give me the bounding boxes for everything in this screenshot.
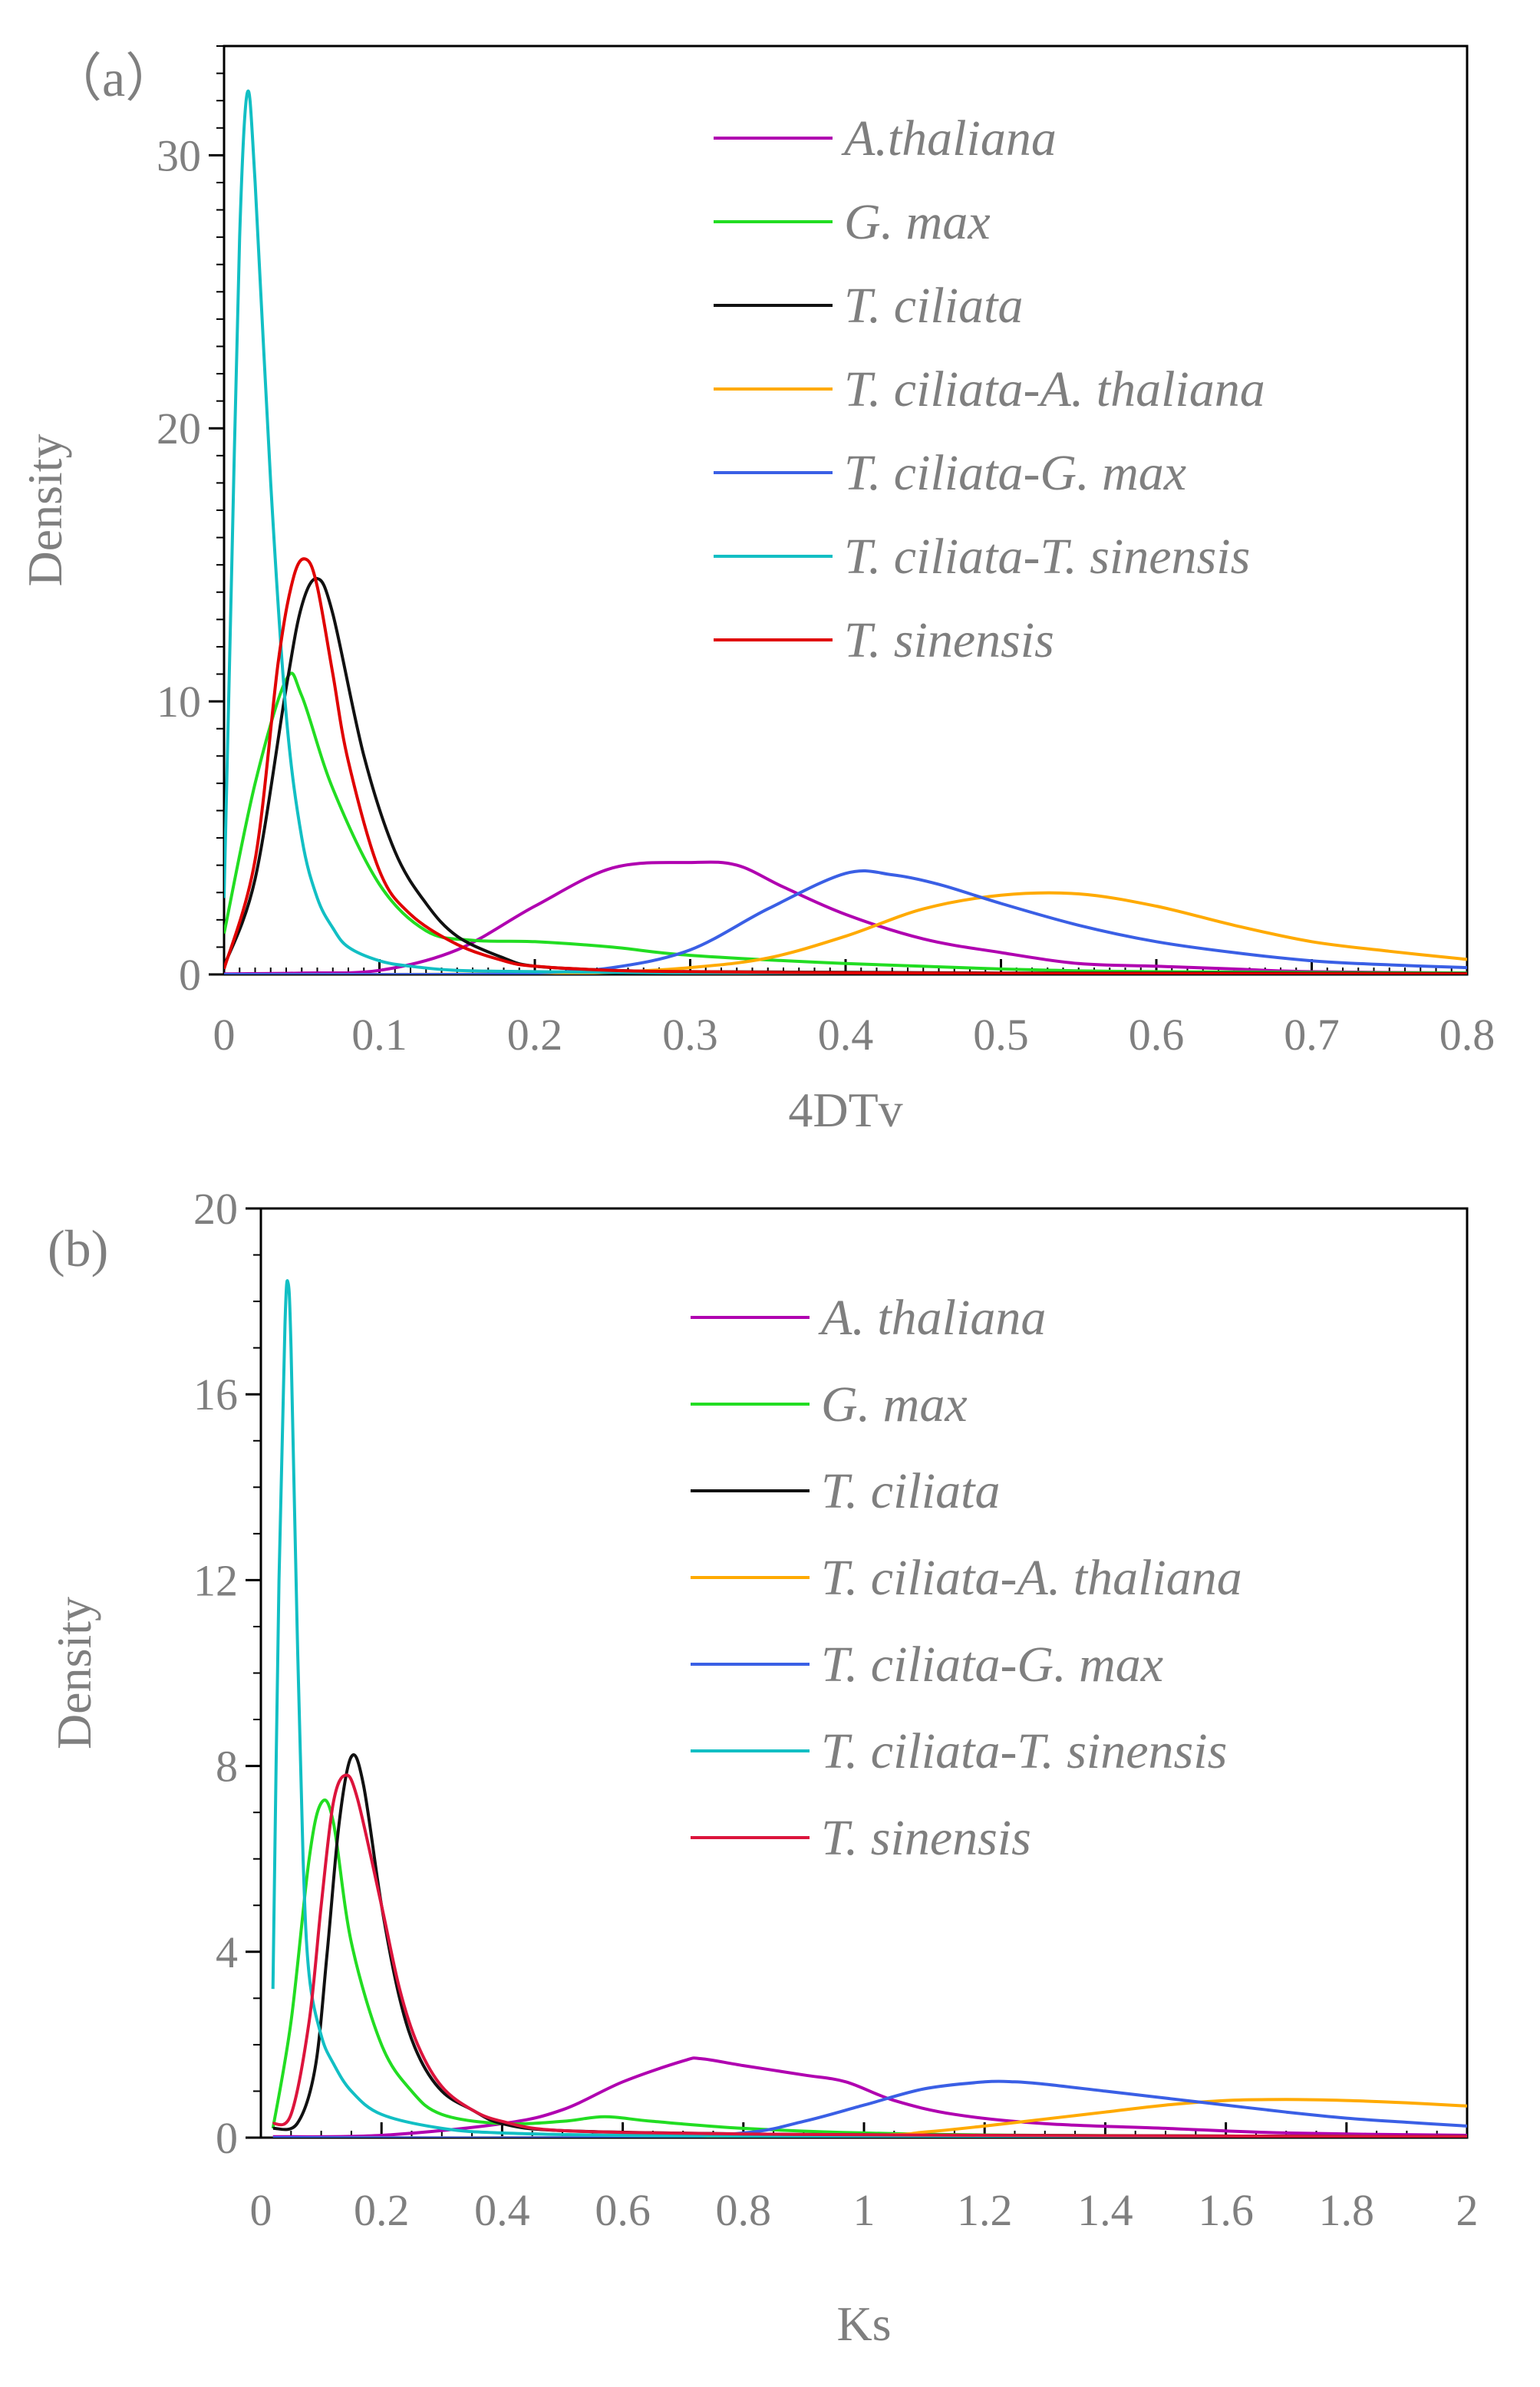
y-tick-label: 10 xyxy=(157,677,201,727)
y-axis: 0 10 20 30 xyxy=(157,45,224,1000)
x-tick-label: 1.8 xyxy=(1319,2185,1375,2235)
legend-label-t-ciliata-g-max: T. ciliata-G. max xyxy=(844,445,1186,501)
series-line-t-sinensis xyxy=(224,557,1467,974)
legend-label-t-sinensis: T. sinensis xyxy=(821,1810,1031,1866)
legend-label-t-ciliata-a-thaliana: T. ciliata-A. thaliana xyxy=(844,361,1265,417)
y-tick-label: 4 xyxy=(216,1927,238,1977)
series-line-a-thaliana xyxy=(224,860,1467,974)
legend: A. thaliana G. max T. ciliata T. ciliata-A.… xyxy=(691,1290,1242,1866)
y-tick-label: 0 xyxy=(216,2113,238,2163)
x-tick-label: 0.2 xyxy=(354,2185,410,2235)
series-line-t-sinensis xyxy=(272,1773,1467,2138)
x-tick-label: 1.4 xyxy=(1077,2185,1133,2235)
panel-a-chart: 0 0.1 0.2 0.3 0.4 0.5 0.6 0.7 0.8 0 10 20 30 4DTv Dens… xyxy=(18,45,1495,1137)
y-tick-label: 8 xyxy=(216,1742,238,1792)
panel-label: （a） xyxy=(50,49,177,107)
legend-label-a-thaliana: A. thaliana xyxy=(818,1290,1046,1346)
series-line-a-thaliana xyxy=(272,2056,1467,2138)
legend-label-t-sinensis: T. sinensis xyxy=(844,612,1054,668)
series-line-t-ciliata-t-sinensis xyxy=(271,1279,1467,2138)
x-tick-label: 0.6 xyxy=(1129,1010,1185,1060)
x-tick-label: 0.2 xyxy=(507,1010,563,1060)
series-line-t-ciliata-g-max xyxy=(224,869,1467,974)
x-tick-label: 0.5 xyxy=(973,1010,1029,1060)
legend-label-t-ciliata-t-sinensis: T. ciliata-T. sinensis xyxy=(844,529,1250,585)
x-tick-label: 0.4 xyxy=(474,2185,530,2235)
legend-label-t-ciliata-g-max: T. ciliata-G. max xyxy=(821,1637,1163,1693)
y-tick-label: 30 xyxy=(157,130,201,180)
y-tick-label: 12 xyxy=(193,1555,238,1605)
series-line-g-max xyxy=(224,671,1467,974)
legend-label-t-ciliata-a-thaliana: T. ciliata-A. thaliana xyxy=(821,1550,1242,1606)
plot-frame xyxy=(223,45,1469,976)
x-tick-label: 1.6 xyxy=(1198,2185,1254,2235)
x-tick-label: 2 xyxy=(1456,2185,1479,2235)
legend-label-g-max: G. max xyxy=(844,194,991,250)
x-tick-label: 0 xyxy=(250,2185,272,2235)
y-tick-label: 20 xyxy=(193,1184,238,1234)
y-axis-title: Density xyxy=(47,1597,101,1749)
legend-label-g-max: G. max xyxy=(821,1376,968,1433)
series-lines xyxy=(271,1279,1467,2138)
y-axis-title: Density xyxy=(18,434,72,586)
x-tick-label: 0.8 xyxy=(1439,1010,1495,1060)
x-tick-label: 1 xyxy=(853,2185,876,2235)
y-tick-label: 16 xyxy=(193,1370,238,1419)
panel-label: (b) xyxy=(48,1219,108,1278)
x-axis: 0 0.2 0.4 0.6 0.8 1 1.2 1.4 1.6 1.8 2 xyxy=(250,2122,1479,2235)
x-axis: 0 0.1 0.2 0.3 0.4 0.5 0.6 0.7 0.8 xyxy=(213,959,1495,1060)
x-tick-label: 0.3 xyxy=(662,1010,718,1060)
y-tick-label: 0 xyxy=(179,950,201,1000)
x-tick-label: 0.4 xyxy=(818,1010,874,1060)
panel-b-chart: 0 0.2 0.4 0.6 0.8 1 1.2 1.4 1.6 1.8 2048121620KsDe… xyxy=(47,1184,1479,2351)
y-tick-label: 20 xyxy=(157,404,201,453)
legend-label-t-ciliata: T. ciliata xyxy=(821,1463,1000,1519)
x-tick-label: 0 xyxy=(213,1010,236,1060)
x-tick-label: 0.7 xyxy=(1284,1010,1340,1060)
legend-label-a-thaliana: A.thaliana xyxy=(841,110,1057,166)
x-tick-label: 1.2 xyxy=(957,2185,1013,2235)
legend: A.thaliana G. max T. ciliata T. ciliata-A. … xyxy=(714,110,1265,668)
legend-label-t-ciliata: T. ciliata xyxy=(844,278,1023,334)
x-axis-title: 4DTv xyxy=(788,1083,902,1137)
x-tick-label: 0.6 xyxy=(595,2185,651,2235)
series-lines xyxy=(224,89,1467,974)
x-tick-label: 0.8 xyxy=(716,2185,772,2235)
legend-label-t-ciliata-t-sinensis: T. ciliata-T. sinensis xyxy=(821,1723,1227,1779)
x-tick-label: 0.1 xyxy=(351,1010,407,1060)
y-axis: 0 4 8 12 16 20 xyxy=(193,1184,261,2163)
x-axis-title: Ks xyxy=(836,2296,891,2351)
